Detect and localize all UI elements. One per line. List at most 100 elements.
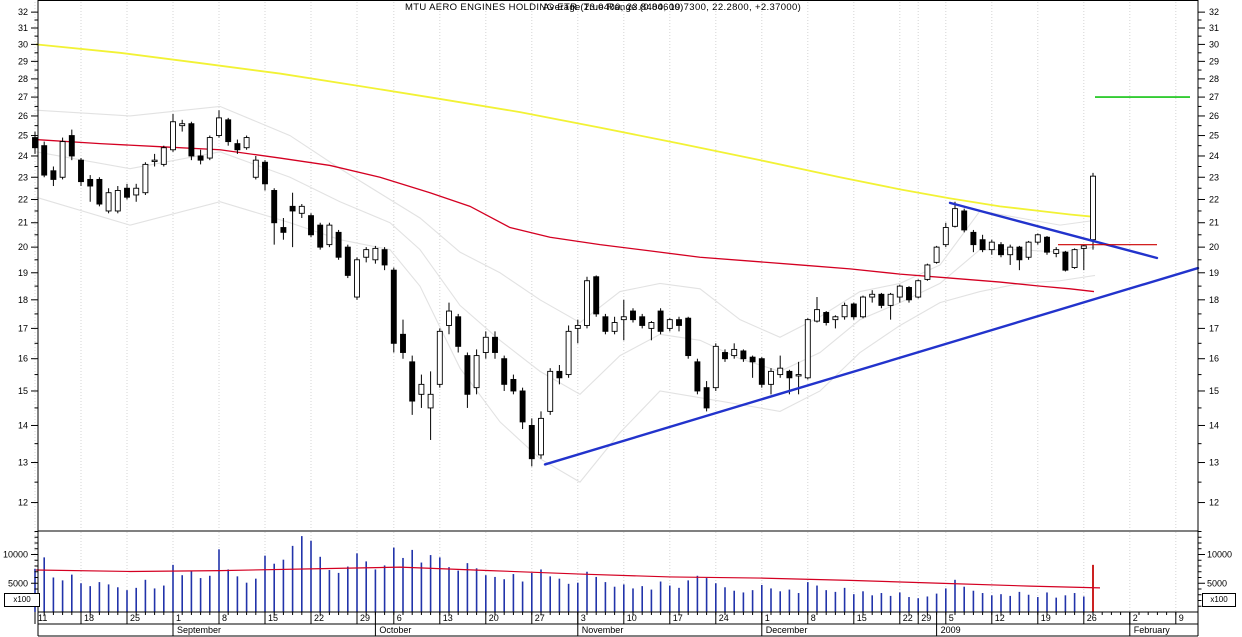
candle (814, 309, 820, 322)
price-tick-label: 17 (1209, 323, 1219, 333)
price-tick-label: 30 (18, 39, 28, 49)
price-tick-label: 21 (1209, 218, 1219, 228)
price-tick-label: 15 (18, 386, 28, 396)
candle (970, 231, 977, 246)
candle (556, 370, 563, 379)
month-label: September (177, 625, 221, 635)
candle (501, 358, 508, 385)
volume-tick-label: 5000 (1207, 578, 1227, 588)
price-tick-label: 20 (1209, 242, 1219, 252)
candle (731, 348, 738, 357)
candle (519, 390, 526, 423)
candle (197, 155, 204, 161)
candle (354, 259, 360, 298)
candle (317, 224, 324, 248)
candle (390, 269, 397, 344)
candle (59, 141, 66, 178)
candle (133, 187, 140, 196)
candle (584, 280, 590, 326)
candle (777, 367, 784, 376)
candle (32, 137, 38, 149)
price-tick-label: 31 (1209, 23, 1219, 33)
date-tick-label: 17 (673, 613, 683, 623)
date-tick-label: 27 (535, 613, 545, 623)
price-tick-label: 25 (18, 131, 28, 141)
candle (216, 117, 222, 137)
price-tick-label: 12 (18, 498, 28, 508)
candle (749, 356, 756, 363)
candle (574, 325, 581, 329)
candle (446, 310, 452, 326)
date-tick-label: 18 (84, 613, 94, 623)
candle (841, 304, 848, 318)
month-label: October (379, 625, 411, 635)
price-tick-label: 26 (1209, 111, 1219, 121)
price-tick-label: 17 (18, 323, 28, 333)
candle (988, 241, 995, 251)
price-tick-label: 16 (18, 354, 28, 364)
candle (124, 187, 130, 198)
candle (768, 370, 774, 385)
candle (1044, 236, 1050, 253)
candle (335, 231, 342, 258)
date-tick-label: 13 (443, 613, 453, 623)
candle (96, 178, 103, 205)
price-tick-label: 31 (18, 23, 28, 33)
candle (1090, 175, 1096, 241)
price-tick-label: 23 (18, 172, 28, 182)
price-tick-label: 27 (18, 92, 28, 102)
candle (685, 317, 692, 357)
price-tick-label: 12 (1209, 498, 1219, 508)
candle (565, 330, 572, 376)
price-tick-label: 27 (1209, 92, 1219, 102)
volume-axis-layer: 5000 5000 10000 10000 (3, 531, 1232, 607)
candle (243, 137, 250, 149)
candle (758, 358, 765, 385)
candle (538, 417, 544, 456)
candles-layer (32, 110, 1096, 467)
candle (657, 310, 664, 332)
candle (795, 374, 802, 377)
candle (436, 330, 443, 385)
candle (915, 280, 922, 298)
chart-title: MTU AERO ENGINES HOLDING ETR (23.0400, 2… (405, 2, 802, 13)
date-tick-label: 8 (222, 613, 227, 623)
price-tick-label: 19 (18, 268, 28, 278)
candle (703, 387, 710, 409)
price-tick-label: 25 (1209, 131, 1219, 141)
price-tick-label: 18 (1209, 295, 1219, 305)
date-tick-label: 20 (489, 613, 499, 623)
price-tick-label: 14 (1209, 420, 1219, 430)
date-tick-label: 26 (1087, 613, 1097, 623)
date-tick-label: 29 (921, 613, 931, 623)
date-tick-label: 9 (1179, 613, 1184, 623)
volume-unit-label-left: x100 (4, 593, 40, 607)
candle (878, 293, 885, 306)
month-label: 2009 (941, 625, 961, 635)
month-label: December (766, 625, 808, 635)
candle (381, 249, 388, 266)
candle (611, 322, 618, 332)
candle (906, 287, 912, 301)
candle (363, 249, 370, 258)
candle (41, 145, 48, 176)
candle (400, 333, 406, 353)
price-tick-label: 14 (18, 420, 28, 430)
price-tick-label: 21 (18, 218, 28, 228)
annotations-layer (1058, 96, 1190, 246)
price-axis-layer: 12 12 13 13 14 14 15 15 16 16 17 17 18 18 19 19 20 20 21 21… (18, 7, 1219, 507)
candle (50, 170, 57, 180)
candle (804, 319, 811, 379)
price-tick-label: 19 (1209, 268, 1219, 278)
price-tick-label: 28 (1209, 74, 1219, 84)
candle (1062, 251, 1069, 271)
candle (1080, 245, 1087, 249)
date-tick-label: 1 (176, 613, 181, 623)
price-tick-label: 13 (18, 458, 28, 468)
date-tick-label: 1 (765, 613, 770, 623)
volume-tick-label: 10000 (1207, 550, 1232, 560)
candle (142, 163, 149, 194)
candle (179, 123, 186, 127)
candle (492, 336, 498, 353)
